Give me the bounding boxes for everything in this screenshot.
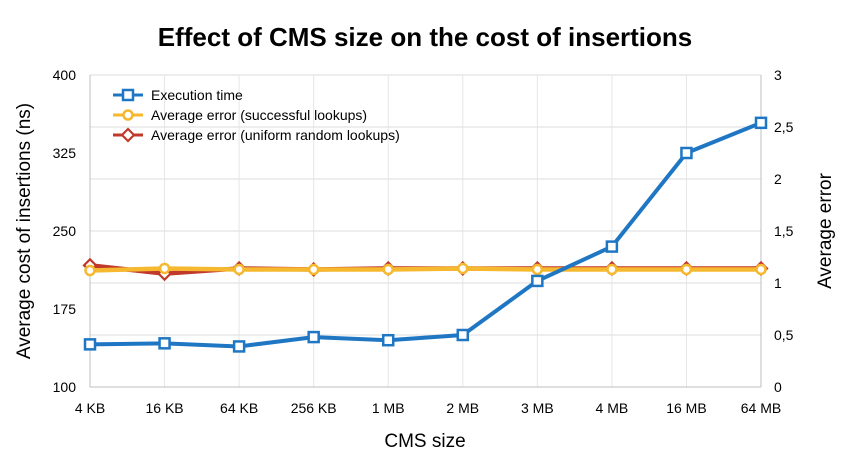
data-point	[382, 263, 394, 276]
x-tick-label: 64 MB	[741, 400, 781, 416]
y-tick-label: 400	[53, 67, 77, 83]
x-tick-label: 1 MB	[372, 400, 405, 416]
x-tick-label: 16 KB	[145, 400, 183, 416]
x-axis-title: CMS size	[384, 431, 465, 452]
y2-tick-label: 0	[774, 379, 782, 395]
data-point	[531, 274, 544, 288]
legend-label: Average error (successful lookups)	[151, 107, 367, 123]
y2-tick-label: 1,5	[774, 223, 794, 239]
series-line	[89, 120, 762, 349]
y2-tick-label: 2,5	[774, 119, 794, 135]
series-layer	[82, 116, 769, 353]
y2-tick-label: 0,5	[774, 327, 794, 343]
series-1	[84, 262, 767, 277]
data-point	[531, 263, 544, 276]
legend-marker	[120, 127, 136, 143]
y-tick-label: 175	[53, 301, 77, 317]
x-tick-label: 64 KB	[220, 400, 258, 416]
data-point	[680, 146, 693, 160]
y-axis-title: Average cost of insertions (ns)	[14, 103, 35, 359]
y-tick-label: 250	[53, 223, 77, 239]
data-point	[83, 338, 97, 351]
chart-title: Effect of CMS size on the cost of insert…	[158, 22, 693, 52]
data-point	[381, 333, 395, 347]
legend-item: Average error (successful lookups)	[113, 107, 367, 123]
data-point	[232, 340, 246, 353]
x-tick-label: 2 MB	[446, 400, 479, 416]
legend-label: Execution time	[151, 87, 243, 103]
y2-axis-title: Average error	[815, 172, 836, 288]
y2-tick-label: 2	[774, 171, 782, 187]
data-point	[755, 263, 767, 276]
data-point	[158, 262, 171, 275]
x-tick-label: 4 MB	[596, 400, 629, 416]
series-line	[89, 266, 761, 273]
x-tick-label: 16 MB	[666, 400, 706, 416]
legend-label: Average error (uniform random lookups)	[151, 127, 400, 143]
data-point	[456, 328, 470, 342]
legend-item: Average error (uniform random lookups)	[113, 127, 400, 143]
grid	[89, 74, 762, 388]
legend-item: Execution time	[113, 87, 243, 103]
y-tick-label: 325	[53, 145, 77, 161]
data-point	[605, 240, 619, 253]
data-point	[680, 263, 693, 276]
legend-marker	[121, 88, 135, 102]
x-tick-label: 4 KB	[75, 400, 105, 416]
x-tick-label: 3 MB	[521, 400, 554, 416]
y-tick-label: 100	[53, 379, 77, 395]
data-point	[754, 116, 768, 130]
series-0	[83, 116, 768, 353]
tick-labels: 100 175 250 325 400 0 0,5 1 1,5 2 2,5 3 4 KB 16 KB 64 …	[53, 67, 794, 416]
x-tick-label: 256 KB	[291, 400, 337, 416]
legend: Execution time Average error (successful …	[113, 87, 400, 143]
data-point	[307, 263, 320, 276]
data-point	[606, 263, 618, 276]
data-point	[233, 263, 245, 276]
data-point	[158, 337, 171, 350]
data-point	[84, 264, 96, 277]
legend-marker	[122, 109, 134, 121]
data-point	[457, 262, 469, 275]
y2-tick-label: 3	[774, 67, 782, 83]
y2-tick-label: 1	[774, 275, 782, 291]
data-point	[307, 330, 320, 344]
